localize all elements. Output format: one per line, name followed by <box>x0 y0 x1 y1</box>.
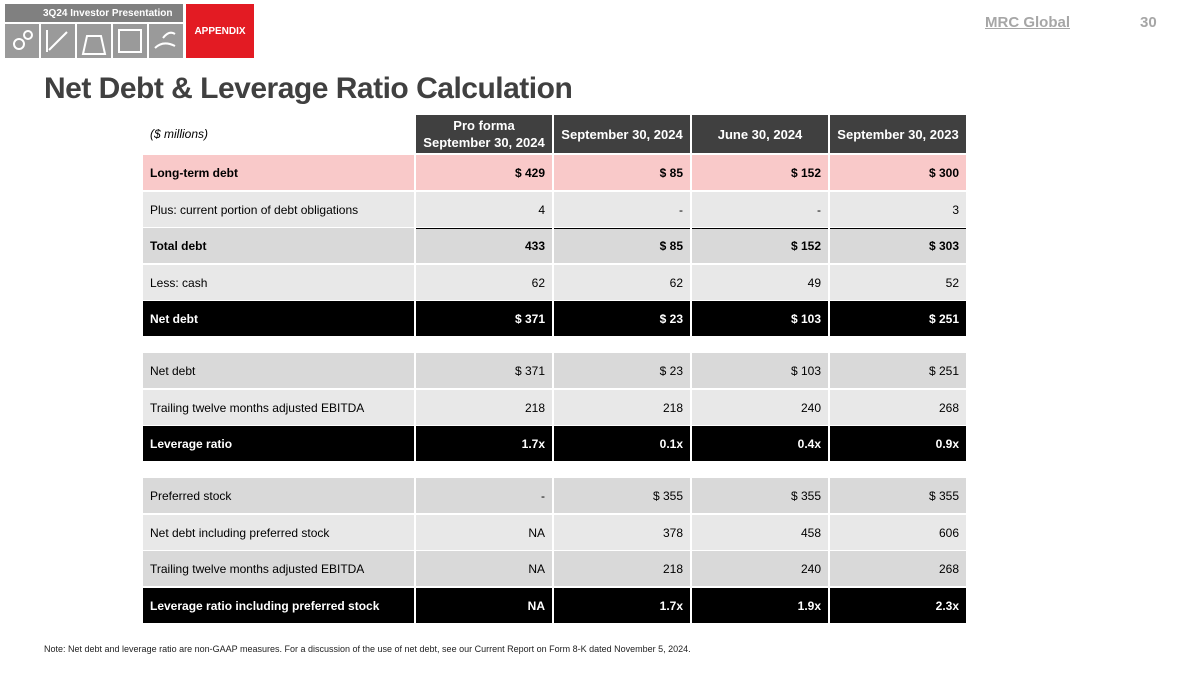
cell-value: 378 <box>554 515 690 550</box>
column-header: September 30, 2023 <box>830 115 966 153</box>
row-label: Plus: current portion of debt obligation… <box>143 192 414 227</box>
cell-value: 1.7x <box>416 426 552 461</box>
row-label: Trailing twelve months adjusted EBITDA <box>143 551 414 586</box>
tab: 3Q24 Investor Presentation <box>5 4 183 22</box>
cell-value: 218 <box>554 390 690 425</box>
cell-value: 1.9x <box>692 588 828 623</box>
cell-value: 3 <box>830 192 966 227</box>
column-header: June 30, 2024 <box>692 115 828 153</box>
svg-text:$: $ <box>91 39 98 53</box>
cell-value: $ 152 <box>692 228 828 263</box>
cell-value: 49 <box>692 265 828 300</box>
cell-value: $ 85 <box>554 228 690 263</box>
cell-value: 268 <box>830 390 966 425</box>
title: Net Debt & Leverage Ratio Calculation <box>44 72 573 105</box>
row-label: Preferred stock <box>143 478 414 513</box>
cell-value: NA <box>416 551 552 586</box>
cell-value: - <box>554 192 690 227</box>
cell-value: $ 103 <box>692 353 828 388</box>
cell-value: $ 103 <box>692 301 828 336</box>
cell-value: $ 300 <box>830 155 966 190</box>
cell-value: $ 355 <box>554 478 690 513</box>
cell-value: $ 152 <box>692 155 828 190</box>
column-header: Pro forma September 30, 2024 <box>416 115 552 153</box>
cell-value: 458 <box>692 515 828 550</box>
cell-value: 218 <box>416 390 552 425</box>
cell-value: $ 23 <box>554 301 690 336</box>
icon-row: $ <box>5 24 183 58</box>
cell-value: $ 355 <box>692 478 828 513</box>
column-header: September 30, 2024 <box>554 115 690 153</box>
section-tag: APPENDIX <box>186 4 254 58</box>
cell-value: 4 <box>416 192 552 227</box>
unit-label: ($ millions) <box>150 127 209 141</box>
row-label: Net debt <box>143 301 414 336</box>
row-label: Leverage ratio <box>143 426 414 461</box>
row-label: Net debt <box>143 353 414 388</box>
cell-value: $ 429 <box>416 155 552 190</box>
cell-value: $ 23 <box>554 353 690 388</box>
cell-value: 0.4x <box>692 426 828 461</box>
cell-value: 218 <box>554 551 690 586</box>
cell-value: 606 <box>830 515 966 550</box>
row-label: Net debt including preferred stock <box>143 515 414 550</box>
cell-value: 62 <box>554 265 690 300</box>
cell-value: $ 371 <box>416 353 552 388</box>
cell-value: 240 <box>692 551 828 586</box>
row-label: Less: cash <box>143 265 414 300</box>
cell-value: $ 371 <box>416 301 552 336</box>
cell-value: - <box>692 192 828 227</box>
cell-value: $ 251 <box>830 301 966 336</box>
cell-value: 240 <box>692 390 828 425</box>
cell-value: $ 251 <box>830 353 966 388</box>
cell-value: $ 355 <box>830 478 966 513</box>
cell-value: 0.9x <box>830 426 966 461</box>
row-label: Trailing twelve months adjusted EBITDA <box>143 390 414 425</box>
page-number: 30 <box>1140 14 1157 31</box>
cell-value: 52 <box>830 265 966 300</box>
note: Note: Net debt and leverage ratio are no… <box>44 644 691 654</box>
row-label: Long-term debt <box>143 155 414 190</box>
cell-value: 2.3x <box>830 588 966 623</box>
cell-value: NA <box>416 588 552 623</box>
cell-value: 62 <box>416 265 552 300</box>
cell-value: $ 85 <box>554 155 690 190</box>
row-label: Total debt <box>143 228 414 263</box>
cell-value: 1.7x <box>554 588 690 623</box>
cell-value: 0.1x <box>554 426 690 461</box>
cell-value: $ 303 <box>830 228 966 263</box>
cell-value: 268 <box>830 551 966 586</box>
cell-value: - <box>416 478 552 513</box>
cell-value: NA <box>416 515 552 550</box>
row-label: Leverage ratio including preferred stock <box>143 588 414 623</box>
logo: MRC Global <box>985 14 1070 31</box>
cell-value: 433 <box>416 228 552 263</box>
